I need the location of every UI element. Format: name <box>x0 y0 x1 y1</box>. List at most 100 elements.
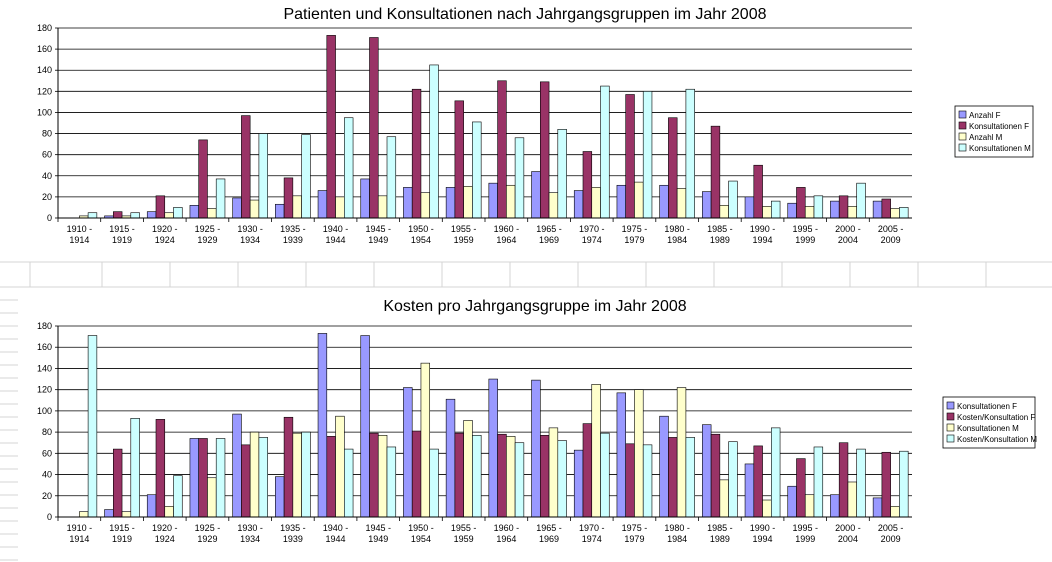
x-tick-label: 1935 - <box>280 224 306 234</box>
legend-swatch <box>958 132 967 141</box>
bar <box>668 437 678 518</box>
x-tick-label: 2000 - <box>835 224 861 234</box>
plot-area: 0 20 40 60 80 100 120 140 160 180 1910 -1914 1915 -… <box>37 321 912 544</box>
bar <box>881 451 891 518</box>
bar <box>838 442 849 518</box>
bar <box>130 418 140 518</box>
y-tick-label: 120 <box>37 86 52 96</box>
chart-title: Patienten und Konsultationen nach Jahrga… <box>283 6 766 23</box>
x-tick-label: 1949 <box>368 534 388 544</box>
x-tick-label: 1959 <box>454 235 474 245</box>
bar <box>146 494 157 518</box>
y-tick-label: 100 <box>37 107 52 117</box>
x-tick-label: 1960 - <box>494 523 520 533</box>
bar <box>728 441 738 518</box>
bar <box>420 362 431 518</box>
bar <box>472 434 482 518</box>
bar <box>335 415 345 518</box>
bar <box>198 438 208 518</box>
bar <box>847 481 858 518</box>
legend-swatch <box>946 412 955 421</box>
bar <box>634 389 644 518</box>
x-tick-label: 1919 <box>112 534 132 544</box>
y-tick-label: 100 <box>37 406 52 416</box>
bar <box>514 442 525 518</box>
bar <box>463 420 473 518</box>
x-tick-label: 1980 - <box>664 224 690 234</box>
x-tick-label: 1995 - <box>792 224 818 234</box>
y-tick-label: 80 <box>42 129 52 139</box>
legend-label: Anzahl M <box>969 133 1003 142</box>
y-tick-label: 160 <box>37 342 52 352</box>
bar <box>702 424 712 518</box>
x-tick-label: 1914 <box>69 534 89 544</box>
legend-swatch <box>946 401 955 410</box>
x-tick-label: 1940 - <box>323 523 349 533</box>
bar <box>830 494 840 518</box>
y-tick-label: 180 <box>37 23 52 33</box>
legend-swatch <box>958 121 967 130</box>
bar <box>403 387 413 518</box>
x-tick-label: 1954 <box>411 534 431 544</box>
bar <box>804 494 815 518</box>
x-tick-label: 1915 - <box>109 523 135 533</box>
x-tick-label: 1984 <box>667 235 687 245</box>
y-tick-label: 120 <box>37 385 52 395</box>
x-tick-label: 1920 - <box>152 224 178 234</box>
x-tick-label: 1964 <box>496 235 516 245</box>
legend-swatch <box>946 423 955 432</box>
x-tick-label: 1945 - <box>365 224 391 234</box>
legend-box <box>942 396 1036 449</box>
x-tick-label: 1999 <box>795 235 815 245</box>
bar <box>676 387 687 518</box>
bar <box>787 485 797 518</box>
y-tick-label: 60 <box>42 150 52 160</box>
bar <box>539 434 550 518</box>
bar <box>258 437 268 518</box>
x-tick-label: 1984 <box>667 534 687 544</box>
y-tick-label: 20 <box>42 491 52 501</box>
x-tick-label: 1964 <box>496 534 516 544</box>
x-tick-label: 1934 <box>240 235 260 245</box>
bar <box>813 446 824 518</box>
x-tick-label: 2004 <box>838 235 858 245</box>
bar <box>173 475 183 518</box>
bar <box>301 431 311 518</box>
bar <box>531 379 541 518</box>
x-tick-label: 1990 - <box>750 523 776 533</box>
x-tick-label: 1945 - <box>365 523 391 533</box>
chart-title: Kosten pro Jahrgangsgruppe im Jahr 2008 <box>383 298 686 315</box>
x-tick-label: 1994 <box>753 534 773 544</box>
y-tick-label: 0 <box>47 213 52 223</box>
bar <box>326 436 336 518</box>
bar <box>369 432 379 518</box>
bar <box>454 432 464 518</box>
x-tick-label: 2009 <box>881 534 901 544</box>
x-tick-label: 2004 <box>838 534 858 544</box>
bar <box>497 433 507 518</box>
x-tick-label: 1959 <box>454 534 474 544</box>
x-tick-label: 1910 - <box>67 523 93 533</box>
x-tick-label: 1980 - <box>664 523 690 533</box>
patients-consultations-chart[interactable]: Patienten und Konsultationen nach Jahrga… <box>0 0 1052 280</box>
plot-area: 0 20 40 60 80 100 120 140 160 180 1910 -1914 1915 -… <box>37 23 912 245</box>
x-tick-label: 1985 - <box>707 523 733 533</box>
bar <box>744 463 755 518</box>
x-tick-label: 1919 <box>112 235 132 245</box>
bar <box>411 430 422 518</box>
x-tick-label: 1969 <box>539 534 559 544</box>
x-tick-label: 1939 <box>283 235 303 245</box>
bar <box>189 438 199 518</box>
bar <box>762 499 772 518</box>
bar <box>317 333 328 518</box>
bar <box>890 506 900 518</box>
x-tick-label: 2005 - <box>878 523 904 533</box>
x-tick-label: 1944 <box>326 534 346 544</box>
x-tick-label: 1914 <box>69 235 89 245</box>
y-tick-label: 80 <box>42 427 52 437</box>
bar <box>164 506 174 518</box>
legend-swatch <box>958 143 967 152</box>
legend-label: Konsultationen F <box>957 402 1017 411</box>
x-tick-label: 1934 <box>240 534 260 544</box>
